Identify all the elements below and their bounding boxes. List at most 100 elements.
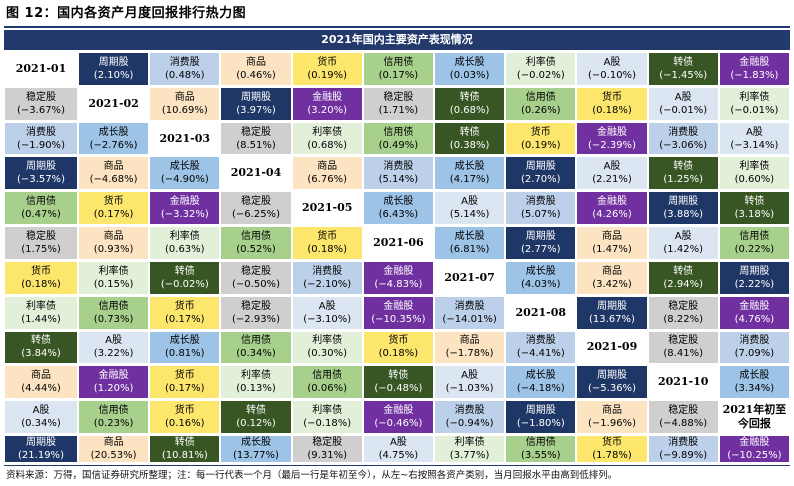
return-value: (4.44%) bbox=[21, 383, 61, 395]
period-label: 2021-09 bbox=[586, 340, 638, 354]
return-value: (0.03%) bbox=[449, 69, 490, 81]
period-label: 2021-05 bbox=[301, 201, 353, 215]
asset-class-label: 货币 bbox=[31, 265, 51, 277]
return-value: (−1.96%) bbox=[588, 418, 636, 430]
heatmap-cell: 转债 (−0.48%) bbox=[363, 366, 433, 399]
asset-class-label: 利率债 bbox=[98, 265, 129, 277]
asset-class-label: 货币 bbox=[174, 300, 195, 312]
heatmap-cell: 转债 (0.68%) bbox=[434, 87, 505, 120]
asset-class-label: A股 bbox=[32, 405, 50, 417]
heatmap-cell: 消费股 (0.48%) bbox=[150, 53, 220, 85]
asset-class-label: 消费股 bbox=[383, 161, 414, 173]
heatmap-cell: 金融股 (−3.32%) bbox=[150, 192, 220, 225]
return-value: (1.71%) bbox=[378, 104, 419, 116]
return-value: (21.19%) bbox=[18, 450, 64, 461]
asset-class-label: A股 bbox=[461, 370, 478, 382]
heatmap-cell: 周期股 (21.19%) bbox=[5, 436, 77, 462]
return-value: (−4.90%) bbox=[160, 174, 209, 186]
heatmap-cell: 稳定股 (−2.93%) bbox=[221, 296, 291, 329]
return-value: (0.19%) bbox=[521, 139, 561, 151]
heatmap-cell: 转债 (1.25%) bbox=[648, 157, 718, 190]
asset-class-label: 商品 bbox=[174, 91, 195, 103]
return-value: (0.60%) bbox=[734, 174, 775, 186]
heatmap-cell: 利率债 (3.77%) bbox=[434, 436, 505, 462]
asset-class-label: 商品 bbox=[31, 370, 51, 382]
heatmap-cell: 商品 (3.42%) bbox=[577, 261, 647, 294]
return-value: (0.49%) bbox=[378, 139, 419, 151]
return-value: (−2.93%) bbox=[232, 313, 280, 325]
asset-class-label: 金融股 bbox=[98, 370, 129, 382]
asset-class-label: 周期股 bbox=[668, 196, 699, 208]
heatmap-cell: 周期股 (2.77%) bbox=[506, 227, 576, 259]
asset-class-label: 消费股 bbox=[668, 126, 699, 138]
asset-class-label: 成长股 bbox=[454, 230, 485, 242]
return-value: (−1.83%) bbox=[730, 69, 779, 81]
heatmap-cell: 周期股 (3.88%) bbox=[648, 192, 718, 225]
heatmap-cell: A股 (3.22%) bbox=[79, 331, 149, 364]
return-value: (4.76%) bbox=[734, 313, 775, 325]
heatmap-cell: 金融股 (3.20%) bbox=[292, 87, 362, 120]
asset-class-label: 稳定股 bbox=[383, 91, 414, 103]
return-value: (−0.01%) bbox=[730, 104, 779, 116]
asset-class-label: 金融股 bbox=[739, 300, 770, 312]
heatmap-cell: A股 (−1.03%) bbox=[434, 366, 505, 399]
asset-class-label: 转债 bbox=[673, 56, 694, 68]
heatmap-cell: 信用债 (0.47%) bbox=[5, 192, 77, 225]
asset-class-label: 商品 bbox=[459, 335, 480, 347]
return-value: (−1.80%) bbox=[516, 418, 565, 430]
period-label: 2021年初至 今回报 bbox=[722, 403, 787, 431]
return-value: (3.77%) bbox=[449, 450, 490, 461]
asset-class-label: 金融股 bbox=[169, 196, 200, 208]
heatmap-cell: 利率债 (−0.01%) bbox=[719, 87, 789, 120]
return-value: (1.47%) bbox=[592, 243, 632, 255]
asset-class-label: 成长股 bbox=[240, 437, 271, 448]
asset-class-label: 周期股 bbox=[98, 56, 129, 68]
table-header: 2021年国内主要资产表现情况 bbox=[4, 30, 790, 50]
asset-class-label: 消费股 bbox=[525, 335, 556, 347]
heatmap-cell: 信用债 (0.52%) bbox=[221, 227, 291, 259]
asset-class-label: 利率债 bbox=[525, 56, 556, 68]
return-value: (3.84%) bbox=[21, 348, 61, 360]
heatmap-cell: 信用债 (3.55%) bbox=[506, 436, 576, 462]
period-label: 2021-07 bbox=[444, 270, 495, 284]
return-value: (6.76%) bbox=[307, 174, 347, 186]
return-value: (0.18%) bbox=[592, 104, 632, 116]
return-value: (−4.83%) bbox=[374, 278, 423, 290]
return-value: (−4.41%) bbox=[516, 348, 565, 360]
heatmap-cell: 消费股 (5.14%) bbox=[363, 157, 433, 190]
return-value: (−3.32%) bbox=[160, 209, 209, 221]
asset-class-label: 利率债 bbox=[312, 126, 343, 138]
return-value: (0.17%) bbox=[165, 383, 205, 395]
return-value: (0.73%) bbox=[93, 313, 134, 325]
asset-class-label: 成长股 bbox=[98, 126, 129, 138]
asset-class-label: 利率债 bbox=[312, 335, 343, 347]
return-value: (−9.89%) bbox=[659, 450, 708, 461]
asset-class-label: 周期股 bbox=[525, 161, 556, 173]
return-value: (0.93%) bbox=[93, 243, 134, 255]
heatmap-cell: 成长股 (0.81%) bbox=[150, 331, 220, 364]
period-label: 2021-08 bbox=[515, 305, 567, 319]
footer-divider bbox=[4, 465, 790, 466]
return-value: (3.42%) bbox=[592, 278, 632, 290]
asset-class-label: 信用债 bbox=[26, 196, 56, 208]
asset-class-label: 转债 bbox=[744, 196, 765, 208]
heatmap-cell: 金融股 (−10.35%) bbox=[363, 296, 433, 329]
asset-class-label: 周期股 bbox=[26, 161, 56, 173]
return-value: (−0.94%) bbox=[445, 418, 494, 430]
heatmap-cell: 信用债 (0.26%) bbox=[506, 87, 576, 120]
period-label: 2021-02 bbox=[88, 96, 139, 110]
return-value: (0.52%) bbox=[236, 243, 276, 255]
asset-class-label: 信用债 bbox=[240, 335, 271, 347]
heatmap-cell: 周期股 (−5.36%) bbox=[577, 366, 647, 399]
return-value: (4.26%) bbox=[592, 209, 632, 221]
return-value: (3.88%) bbox=[663, 209, 703, 221]
return-value: (2.10%) bbox=[93, 69, 134, 81]
asset-class-label: 消费股 bbox=[739, 335, 770, 347]
return-value: (−3.57%) bbox=[17, 174, 65, 186]
heatmap-cell: 转债 (0.12%) bbox=[221, 401, 291, 433]
asset-class-label: A股 bbox=[105, 335, 123, 347]
return-value: (0.17%) bbox=[93, 209, 134, 221]
heatmap-cell: 周期股 (3.97%) bbox=[221, 87, 291, 120]
heatmap-cell: 利率债 (0.13%) bbox=[221, 366, 291, 399]
asset-class-label: 信用债 bbox=[240, 230, 271, 242]
